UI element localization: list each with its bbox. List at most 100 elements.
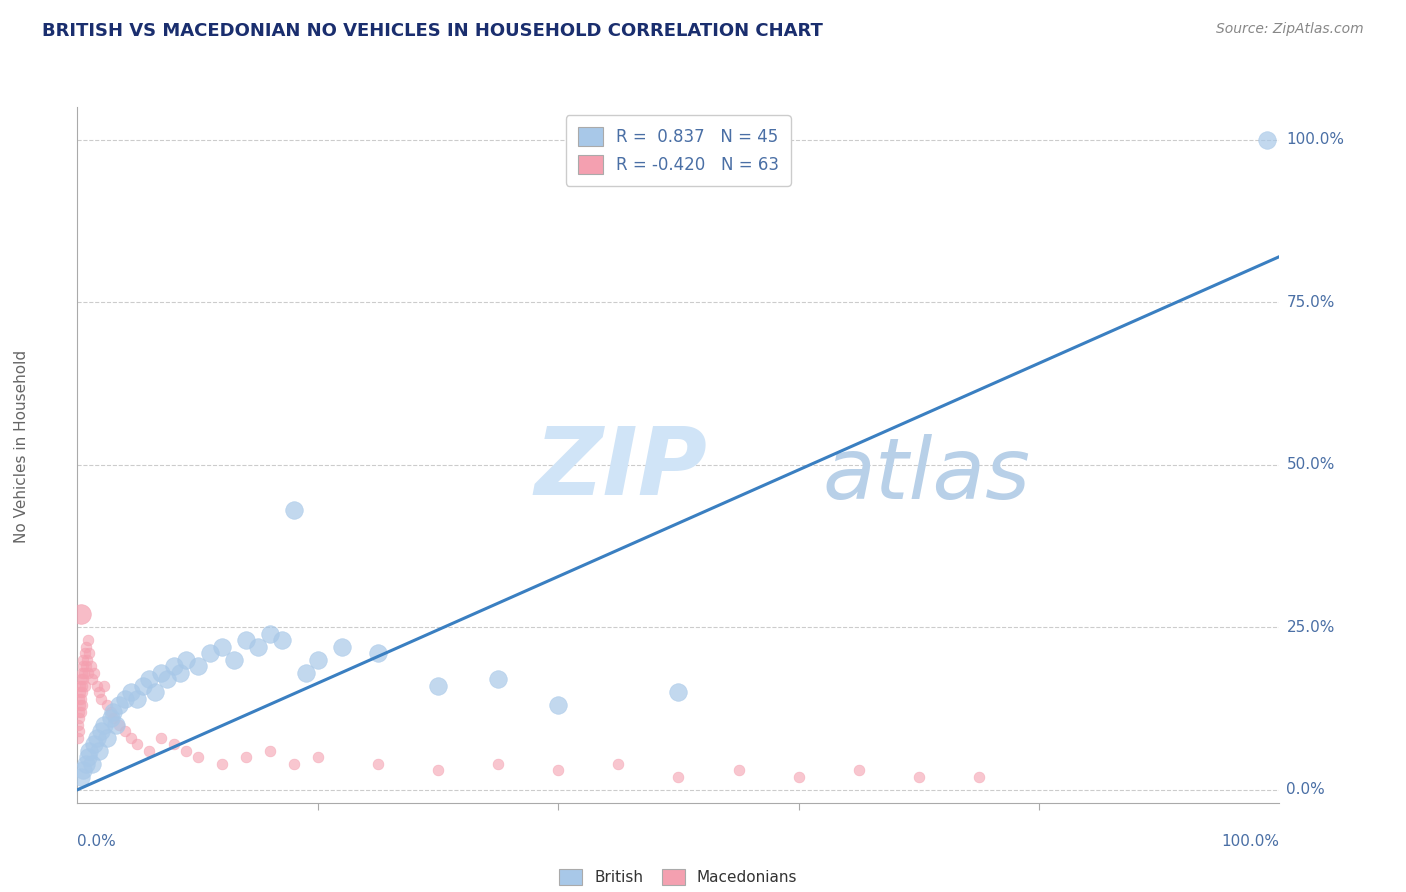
Text: No Vehicles in Household: No Vehicles in Household [14, 350, 28, 542]
Point [186, 659, 209, 673]
Point [427, 764, 450, 778]
Point [259, 744, 281, 758]
Point [367, 756, 389, 771]
Point [100, 705, 122, 719]
Point [103, 711, 125, 725]
Point [83, 665, 105, 680]
Point [79, 744, 101, 758]
Point [79, 646, 101, 660]
Point [87, 744, 110, 758]
Point [307, 653, 329, 667]
Point [186, 750, 209, 764]
Point [114, 724, 136, 739]
Point [127, 691, 149, 706]
Point [76, 653, 98, 667]
Point [76, 665, 98, 680]
Point [96, 731, 118, 745]
Point [67, 718, 90, 732]
Point [86, 679, 108, 693]
Point [607, 756, 630, 771]
Text: atlas: atlas [823, 434, 1031, 517]
Point [427, 679, 450, 693]
Point [174, 653, 197, 667]
Point [70, 679, 93, 693]
Point [72, 653, 94, 667]
Point [75, 640, 97, 654]
Point [80, 672, 103, 686]
Point [86, 731, 108, 745]
Point [70, 672, 93, 686]
Point [70, 665, 93, 680]
Text: 100.0%: 100.0% [1286, 132, 1344, 147]
Point [67, 705, 90, 719]
Point [120, 685, 142, 699]
Point [138, 744, 160, 758]
Point [127, 737, 149, 751]
Point [114, 691, 136, 706]
Point [198, 646, 221, 660]
Point [138, 672, 160, 686]
Point [283, 503, 305, 517]
Text: 75.0%: 75.0% [1286, 294, 1334, 310]
Point [727, 764, 749, 778]
Point [787, 770, 810, 784]
Point [908, 770, 931, 784]
Point [294, 665, 316, 680]
Point [174, 744, 197, 758]
Point [80, 756, 103, 771]
Point [162, 737, 184, 751]
Point [156, 672, 179, 686]
Legend: British, Macedonians: British, Macedonians [551, 862, 806, 892]
Point [283, 756, 305, 771]
Point [69, 679, 91, 693]
Point [270, 633, 292, 648]
Point [120, 731, 142, 745]
Text: 100.0%: 100.0% [1222, 834, 1279, 849]
Text: ZIP: ZIP [534, 423, 707, 515]
Point [211, 640, 233, 654]
Point [169, 665, 191, 680]
Point [79, 659, 101, 673]
Point [90, 724, 112, 739]
Point [246, 640, 269, 654]
Point [66, 731, 89, 745]
Point [103, 705, 125, 719]
Point [848, 764, 870, 778]
Point [104, 718, 127, 732]
Point [75, 659, 97, 673]
Point [72, 672, 94, 686]
Point [486, 756, 509, 771]
Point [70, 607, 93, 622]
Point [108, 698, 131, 713]
Point [132, 679, 155, 693]
Point [67, 724, 90, 739]
Point [150, 731, 173, 745]
Point [72, 698, 94, 713]
Point [70, 770, 93, 784]
Point [70, 685, 93, 699]
Text: Source: ZipAtlas.com: Source: ZipAtlas.com [1216, 22, 1364, 37]
Point [69, 698, 91, 713]
Point [330, 640, 353, 654]
Point [547, 698, 569, 713]
Point [100, 711, 122, 725]
Point [69, 711, 91, 725]
Text: 50.0%: 50.0% [1286, 458, 1334, 472]
Point [547, 764, 569, 778]
Point [145, 685, 167, 699]
Point [93, 718, 115, 732]
Point [486, 672, 509, 686]
Text: 25.0%: 25.0% [1286, 620, 1334, 635]
Point [69, 685, 91, 699]
Text: BRITISH VS MACEDONIAN NO VEHICLES IN HOUSEHOLD CORRELATION CHART: BRITISH VS MACEDONIAN NO VEHICLES IN HOU… [42, 22, 823, 40]
Point [259, 626, 281, 640]
Point [222, 653, 245, 667]
Point [96, 698, 118, 713]
Point [67, 691, 90, 706]
Point [75, 756, 97, 771]
Point [90, 691, 112, 706]
Point [72, 659, 94, 673]
Point [83, 737, 105, 751]
Point [70, 691, 93, 706]
Point [75, 679, 97, 693]
